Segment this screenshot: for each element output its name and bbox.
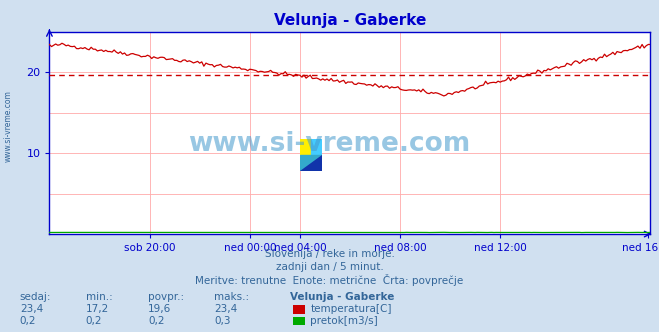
Text: Velunja - Gaberke: Velunja - Gaberke — [290, 292, 394, 302]
Text: 23,4: 23,4 — [20, 304, 43, 314]
Text: 0,2: 0,2 — [148, 316, 165, 326]
Text: temperatura[C]: temperatura[C] — [310, 304, 392, 314]
Text: 0,2: 0,2 — [86, 316, 102, 326]
Text: 0,2: 0,2 — [20, 316, 36, 326]
Text: Slovenija / reke in morje.: Slovenija / reke in morje. — [264, 249, 395, 259]
Text: 23,4: 23,4 — [214, 304, 237, 314]
Polygon shape — [300, 155, 322, 171]
Text: www.si-vreme.com: www.si-vreme.com — [188, 131, 471, 157]
Text: 17,2: 17,2 — [86, 304, 109, 314]
Title: Velunja - Gaberke: Velunja - Gaberke — [273, 13, 426, 28]
Text: min.:: min.: — [86, 292, 113, 302]
Text: povpr.:: povpr.: — [148, 292, 185, 302]
Text: sedaj:: sedaj: — [20, 292, 51, 302]
Text: 19,6: 19,6 — [148, 304, 171, 314]
Polygon shape — [300, 155, 322, 171]
Bar — [311, 139, 322, 155]
Text: www.si-vreme.com: www.si-vreme.com — [3, 90, 13, 162]
Bar — [300, 139, 311, 155]
Text: maks.:: maks.: — [214, 292, 249, 302]
Text: 0,3: 0,3 — [214, 316, 231, 326]
Text: Meritve: trenutne  Enote: metrične  Črta: povprečje: Meritve: trenutne Enote: metrične Črta: … — [195, 274, 464, 286]
Text: zadnji dan / 5 minut.: zadnji dan / 5 minut. — [275, 262, 384, 272]
Text: pretok[m3/s]: pretok[m3/s] — [310, 316, 378, 326]
